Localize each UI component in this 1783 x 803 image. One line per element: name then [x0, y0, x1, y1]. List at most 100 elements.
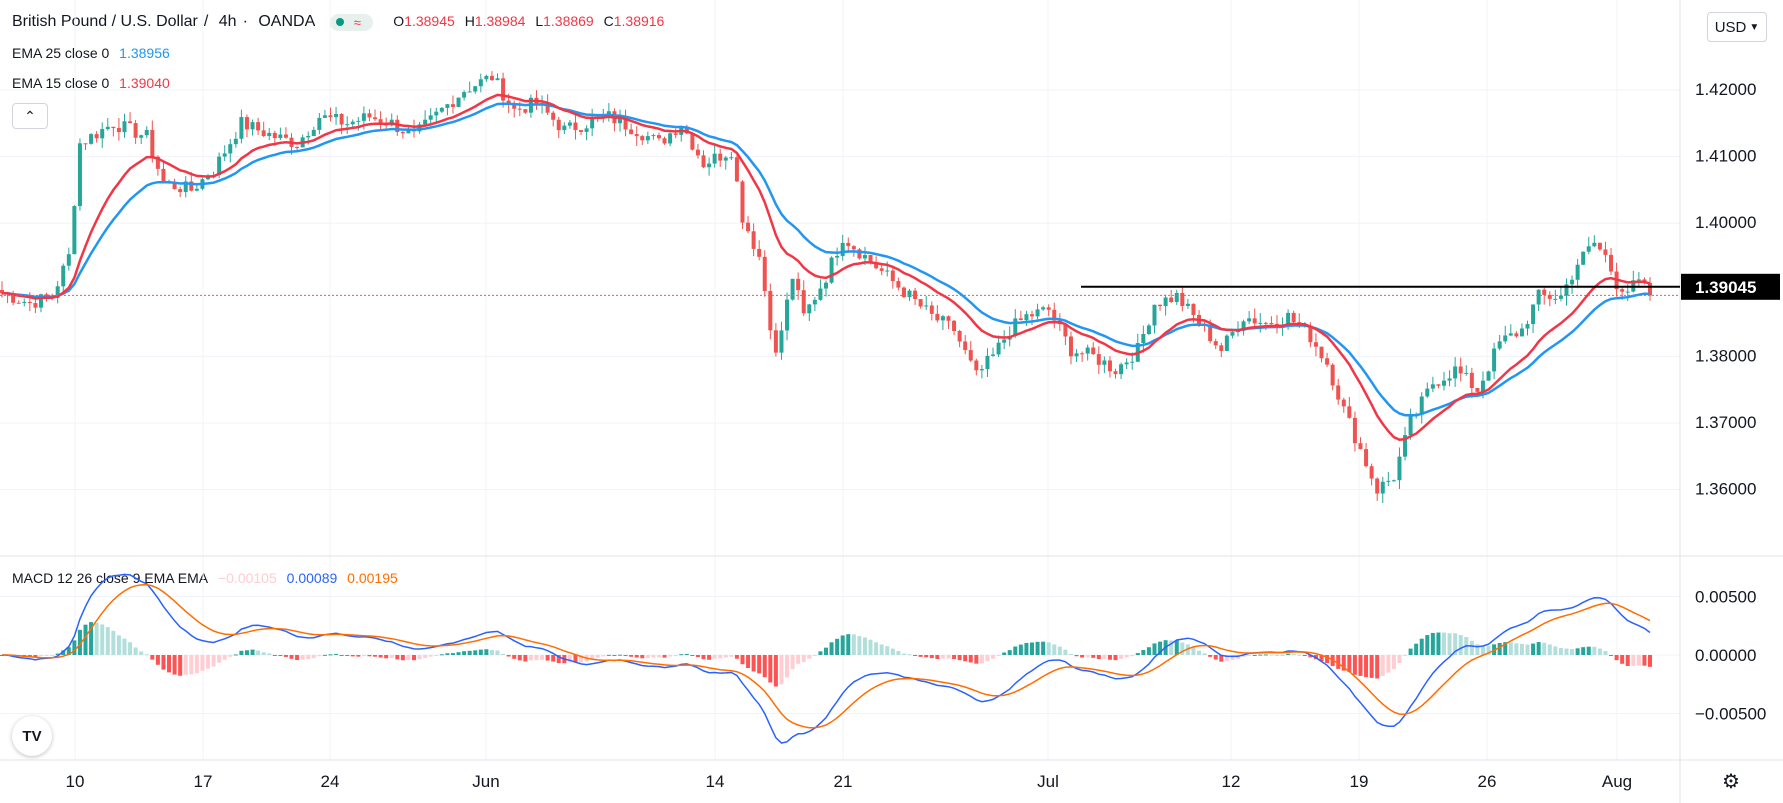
macd-histogram-bar [1074, 655, 1079, 657]
macd-histogram-bar [155, 655, 160, 665]
candle-body [807, 304, 812, 314]
candle-body [11, 294, 16, 303]
candle-body [640, 136, 645, 141]
macd-histogram-bar [94, 622, 99, 655]
macd-histogram-bar [768, 655, 773, 683]
market-status-badge[interactable]: ≈ [329, 13, 373, 31]
currency-button[interactable]: USD ▼ [1707, 12, 1767, 42]
candle-body [183, 181, 188, 193]
candle-body [194, 188, 199, 191]
candle-body [1597, 242, 1602, 250]
macd-histogram-bar [1503, 642, 1508, 655]
macd-histogram-bar [1208, 655, 1213, 657]
time-tick-label: 10 [66, 772, 85, 791]
macd-histogram-bar [645, 655, 650, 659]
macd-histogram-bar [1041, 641, 1046, 655]
tradingview-logo-icon[interactable]: TV [12, 716, 52, 756]
macd-histogram-bar [1620, 655, 1625, 664]
macd-histogram-bar [289, 655, 294, 659]
candle-body [1464, 372, 1469, 374]
candle-body [428, 115, 433, 120]
candle-body [339, 113, 344, 125]
candle-body [835, 255, 840, 258]
candle-body [712, 153, 717, 164]
candle-body [1035, 309, 1040, 317]
macd-histogram-bar [283, 655, 288, 657]
macd-histogram-bar [1414, 643, 1419, 655]
collapse-legend-button[interactable]: ⌃ [12, 103, 48, 129]
macd-histogram-bar [1325, 655, 1330, 664]
macd-histogram-bar [111, 630, 116, 655]
candle-body [311, 129, 316, 136]
macd-histogram-bar [139, 651, 144, 655]
symbol-title[interactable]: British Pound / U.S. Dollar [12, 13, 198, 30]
candle-body [478, 79, 483, 87]
macd-histogram-bar [1263, 654, 1268, 656]
macd-histogram-bar [985, 655, 990, 662]
macd-histogram-bar [807, 655, 812, 659]
macd-histogram-bar [913, 655, 918, 656]
macd-histogram-bar [656, 655, 661, 658]
ema15-legend[interactable]: EMA 15 close 0 1.39040 [12, 75, 176, 91]
macd-histogram-bar [122, 638, 127, 655]
macd-histogram-bar [334, 653, 339, 655]
macd-histogram-bar [183, 655, 188, 675]
candle-body [100, 129, 105, 139]
gear-icon[interactable]: ⚙ [1722, 771, 1740, 793]
macd-legend[interactable]: MACD 12 26 close 9 EMA EMA −0.00105 0.00… [12, 570, 404, 586]
candle-body [406, 129, 411, 134]
macd-histogram-bar [1508, 642, 1513, 655]
macd-histogram-bar [89, 622, 94, 655]
candle-body [662, 138, 667, 144]
macd-histogram-bar [879, 644, 884, 655]
macd-histogram-bar [1486, 646, 1491, 655]
candle-body [1497, 341, 1502, 349]
candle-body [1330, 364, 1335, 386]
candle-body [918, 299, 923, 307]
macd-histogram-bar [211, 655, 216, 667]
macd-histogram-bar [1002, 652, 1007, 655]
macd-histogram-bar [161, 655, 166, 670]
macd-histogram-bar [901, 653, 906, 655]
candle-body [317, 117, 322, 130]
candle-body [456, 97, 461, 107]
macd-histogram-bar [311, 655, 316, 659]
candle-body [1030, 314, 1034, 317]
macd-histogram-bar [907, 654, 912, 656]
macd-histogram-bar [896, 651, 901, 655]
macd-histogram-bar [757, 655, 762, 674]
candle-body [851, 246, 856, 250]
candle-body [890, 270, 895, 282]
macd-histogram-bar [740, 655, 745, 665]
candle-body [634, 134, 639, 137]
macd-histogram-bar [200, 655, 205, 671]
interval-label[interactable]: 4h [218, 13, 237, 30]
candle-body [968, 350, 973, 361]
macd-histogram-bar [1631, 655, 1636, 666]
macd-histogram-bar [278, 655, 283, 656]
macd-histogram-bar [1458, 635, 1463, 655]
macd-histogram-bar [1213, 655, 1218, 660]
candle-body [1341, 399, 1346, 407]
candle-body [144, 129, 149, 136]
candle-body [1252, 318, 1257, 324]
candle-body [122, 121, 127, 133]
candle-body [818, 288, 823, 300]
macd-histogram-bar [668, 655, 673, 657]
macd-histogram-bar [540, 655, 545, 660]
macd-histogram-bar [434, 655, 439, 656]
macd-histogram-bar [1224, 655, 1229, 662]
candle-body [222, 153, 227, 157]
macd-histogram-bar [1297, 654, 1302, 656]
candle-body [489, 75, 494, 81]
macd-histogram-bar [1497, 642, 1502, 655]
candle-body [901, 287, 906, 298]
macd-histogram-bar [534, 655, 539, 661]
candle-body [1480, 380, 1485, 392]
macd-hist-value: −0.00105 [217, 570, 277, 586]
ema25-legend[interactable]: EMA 25 close 0 1.38956 [12, 45, 176, 61]
macd-histogram-bar [116, 635, 121, 655]
macd-histogram-bar [1135, 653, 1140, 655]
macd-histogram-bar [1252, 654, 1257, 656]
